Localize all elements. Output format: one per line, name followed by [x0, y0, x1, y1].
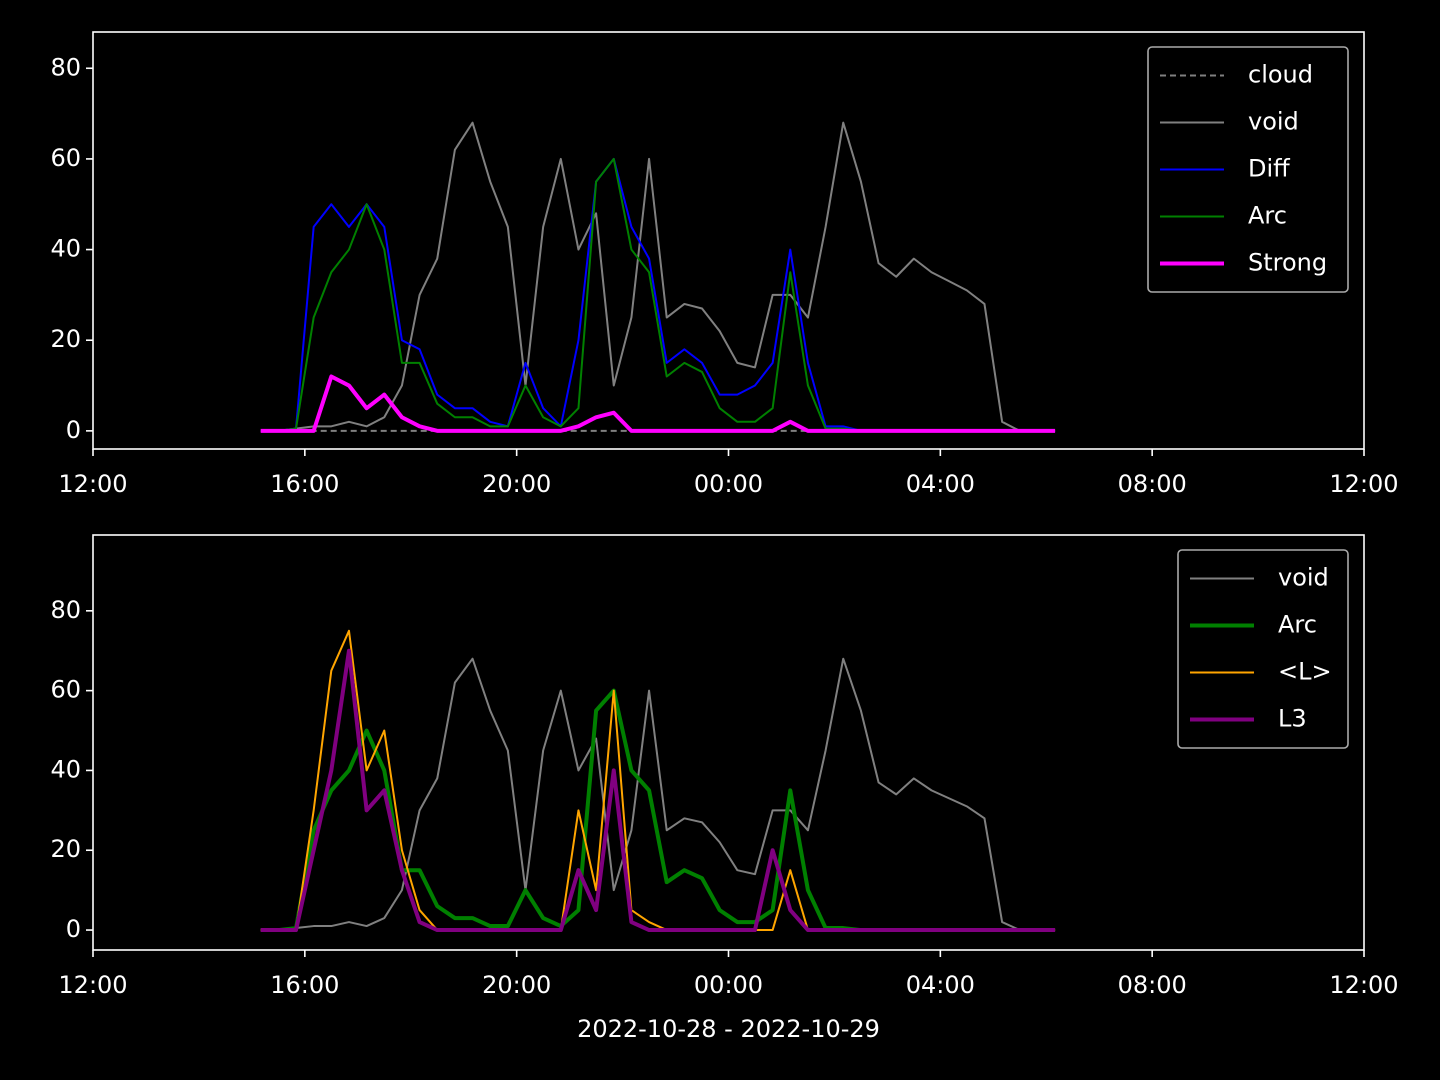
x-tick-label: 00:00 [694, 470, 763, 498]
legend-box [1147, 46, 1349, 293]
legend-label: Diff [1248, 155, 1290, 183]
series-line [260, 374, 1056, 433]
legend-label: L3 [1278, 705, 1307, 733]
x-tick-label: 00:00 [694, 971, 763, 999]
y-tick-label: 40 [50, 235, 81, 263]
x-tick-label: 12:00 [1329, 971, 1398, 999]
x-tick-label: 08:00 [1118, 971, 1187, 999]
x-tick-label: 12:00 [58, 470, 127, 498]
x-tick-label: 08:00 [1118, 470, 1187, 498]
x-tick-label: 12:00 [58, 971, 127, 999]
series-line [260, 657, 1056, 932]
y-tick-label: 40 [50, 755, 81, 783]
y-tick-label: 20 [50, 835, 81, 863]
x-tick-label: 20:00 [482, 971, 551, 999]
x-axis-label: 2022-10-28 - 2022-10-29 [577, 1015, 880, 1043]
series-line [260, 648, 1056, 933]
axes-frame [92, 534, 1365, 951]
legend-label: cloud [1248, 61, 1313, 89]
y-tick-label: 0 [66, 915, 81, 943]
y-tick-label: 60 [50, 676, 81, 704]
legend-box [1177, 549, 1349, 749]
legend-label: void [1278, 564, 1329, 592]
x-tick-label: 12:00 [1329, 470, 1398, 498]
axes-frame [92, 31, 1365, 450]
x-tick-label: 04:00 [906, 971, 975, 999]
x-tick-label: 16:00 [270, 470, 339, 498]
y-tick-label: 0 [66, 416, 81, 444]
legend: cloud void Diff Arc Strong [1147, 46, 1349, 293]
series-line [260, 121, 1056, 432]
legend-label: Arc [1278, 611, 1317, 639]
x-tick-label: 16:00 [270, 971, 339, 999]
y-tick-label: 80 [50, 596, 81, 624]
legend-label: Strong [1248, 249, 1327, 277]
legend: void Arc <L> L3 [1177, 549, 1349, 749]
x-tick-label: 04:00 [906, 470, 975, 498]
legend-label: Arc [1248, 202, 1287, 230]
legend-label: <L> [1278, 658, 1332, 686]
y-tick-label: 60 [50, 144, 81, 172]
y-tick-label: 20 [50, 325, 81, 353]
x-tick-label: 20:00 [482, 470, 551, 498]
y-tick-label: 80 [50, 53, 81, 81]
legend-label: void [1248, 108, 1299, 136]
